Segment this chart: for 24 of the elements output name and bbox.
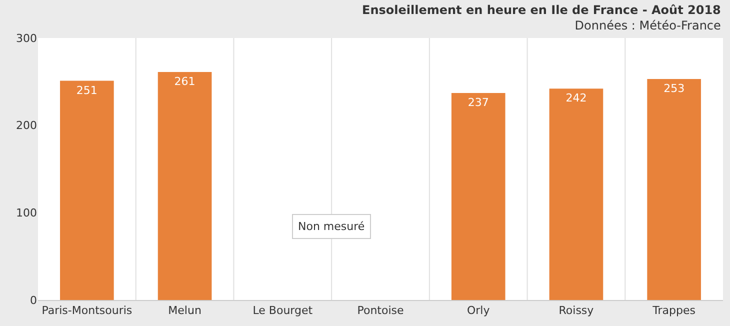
chart-title: Ensoleillement en heure en Ile de France - Août 2018 [362,3,721,17]
x-tick-label: Melun [168,304,202,318]
x-tick-label: Roissy [558,304,594,318]
bar [549,88,604,300]
y-tick-label: 200 [16,119,37,132]
bar [60,80,114,300]
x-tick-label: Le Bourget [252,304,314,318]
bar [158,72,212,300]
data-label: 253 [664,82,685,96]
y-tick-label: 300 [16,32,37,45]
annotation: Non mesuré [298,220,365,233]
x-tick-label: Paris-Montsouris [42,304,132,318]
bar [451,93,506,300]
x-tick-label: Trappes [652,304,696,318]
bar [647,79,701,300]
data-label: 261 [174,75,196,88]
x-tick-label: Orly [466,304,490,318]
data-label: 237 [468,96,489,110]
data-label: 242 [566,92,587,105]
data-label: 251 [76,84,98,97]
y-tick-label: 0 [30,294,37,307]
chart-subtitle: Données : Météo-France [574,18,721,33]
y-tick-label: 100 [16,206,37,220]
x-tick-label: Pontoise [357,304,404,318]
